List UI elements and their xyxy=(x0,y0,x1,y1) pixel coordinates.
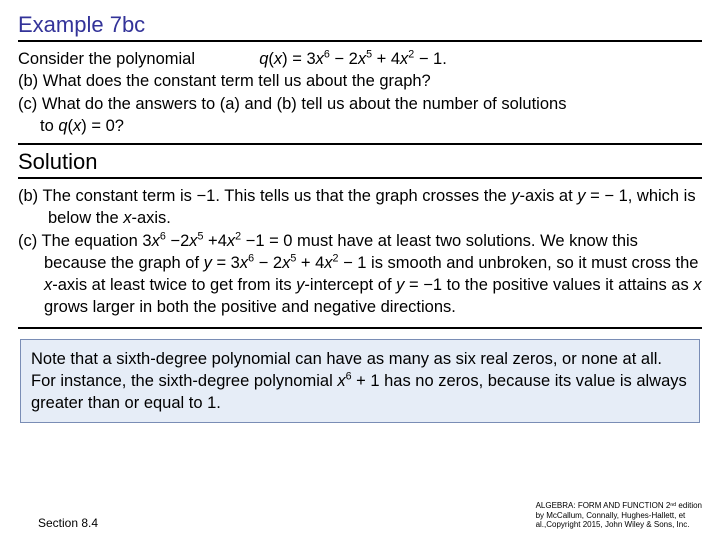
example-heading: Example 7bc xyxy=(18,12,702,42)
problem-part-b: (b) What does the constant term tell us … xyxy=(18,70,702,92)
credit-line-1: ALGEBRA: FORM AND FUNCTION 2ⁿᵈ edition xyxy=(536,501,702,511)
copyright-credit: ALGEBRA: FORM AND FUNCTION 2ⁿᵈ edition b… xyxy=(536,501,702,530)
solution-part-c: (c) The equation 3x6 −2x5 +4x2 −1 = 0 mu… xyxy=(18,230,702,319)
solution-body: (b) The constant term is −1. This tells … xyxy=(18,185,702,329)
problem-statement: Consider the polynomial q(x) = 3x6 − 2x5… xyxy=(18,48,702,145)
section-reference: Section 8.4 xyxy=(18,516,98,530)
credit-line-3: al.,Copyright 2015, John Wiley & Sons, I… xyxy=(536,520,702,530)
problem-intro-prefix: Consider the polynomial xyxy=(18,50,195,68)
credit-line-2: by McCallum, Connally, Hughes-Hallett, e… xyxy=(536,511,702,521)
problem-part-c-line1: (c) What do the answers to (a) and (b) t… xyxy=(18,93,702,115)
note-box: Note that a sixth-degree polynomial can … xyxy=(20,339,700,424)
problem-formula: q(x) = 3x6 − 2x5 + 4x2 − 1. xyxy=(259,50,447,68)
problem-part-c-line2: to q(x) = 0? xyxy=(18,115,702,137)
solution-heading: Solution xyxy=(18,149,702,179)
solution-part-b: (b) The constant term is −1. This tells … xyxy=(18,185,702,230)
problem-intro-line: Consider the polynomial q(x) = 3x6 − 2x5… xyxy=(18,48,702,70)
footer: Section 8.4 ALGEBRA: FORM AND FUNCTION 2… xyxy=(18,501,702,530)
